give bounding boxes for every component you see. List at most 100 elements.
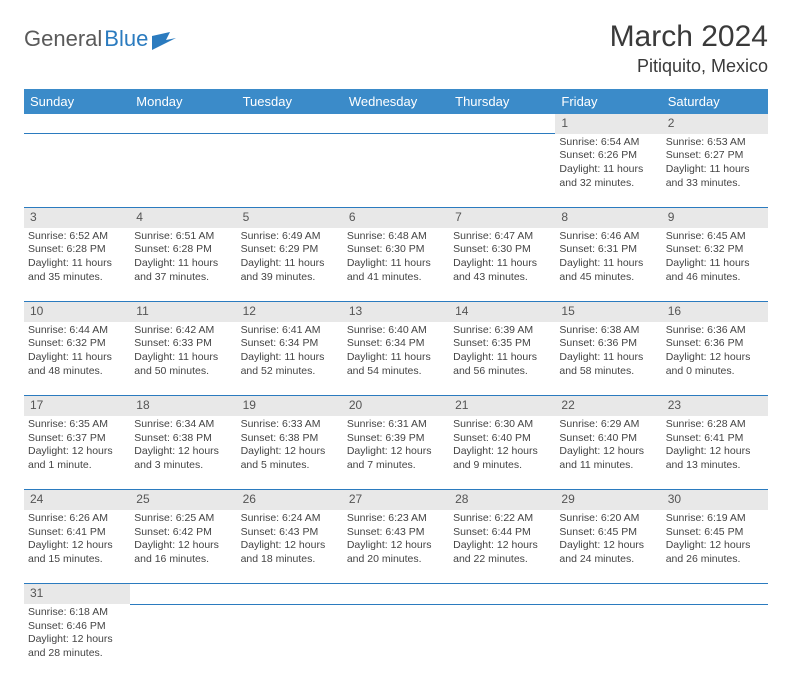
- weekday-header-row: SundayMondayTuesdayWednesdayThursdayFrid…: [24, 89, 768, 114]
- detail-line: Daylight: 11 hours: [28, 351, 126, 365]
- detail-line: Sunset: 6:40 PM: [559, 432, 657, 446]
- detail-line: and 52 minutes.: [241, 365, 339, 379]
- month-title: March 2024: [610, 20, 768, 54]
- day-detail-cell: [237, 604, 343, 678]
- detail-line: Sunrise: 6:40 AM: [347, 324, 445, 338]
- day-detail-cell: [555, 604, 661, 678]
- detail-line: and 22 minutes.: [453, 553, 551, 567]
- day-number-cell: 28: [449, 490, 555, 510]
- weekday-header: Tuesday: [237, 89, 343, 114]
- detail-line: Sunset: 6:43 PM: [347, 526, 445, 540]
- detail-line: Daylight: 12 hours: [28, 633, 126, 647]
- detail-line: Daylight: 12 hours: [666, 351, 764, 365]
- detail-line: Sunrise: 6:47 AM: [453, 230, 551, 244]
- detail-line: and 33 minutes.: [666, 177, 764, 191]
- day-detail-cell: Sunrise: 6:20 AMSunset: 6:45 PMDaylight:…: [555, 510, 661, 584]
- detail-line: Sunrise: 6:36 AM: [666, 324, 764, 338]
- detail-line: Daylight: 12 hours: [28, 445, 126, 459]
- detail-line: Sunrise: 6:29 AM: [559, 418, 657, 432]
- day-number-cell: 14: [449, 302, 555, 322]
- day-number-cell: 3: [24, 208, 130, 228]
- detail-line: Sunset: 6:43 PM: [241, 526, 339, 540]
- day-detail-cell: Sunrise: 6:41 AMSunset: 6:34 PMDaylight:…: [237, 322, 343, 396]
- detail-line: Sunrise: 6:46 AM: [559, 230, 657, 244]
- day-number-cell: 18: [130, 396, 236, 416]
- detail-line: and 58 minutes.: [559, 365, 657, 379]
- day-number-cell: 29: [555, 490, 661, 510]
- day-detail-cell: [449, 134, 555, 208]
- detail-line: Daylight: 12 hours: [28, 539, 126, 553]
- detail-line: Sunrise: 6:25 AM: [134, 512, 232, 526]
- detail-line: and 3 minutes.: [134, 459, 232, 473]
- detail-line: Daylight: 12 hours: [666, 445, 764, 459]
- day-detail-cell: [343, 604, 449, 678]
- day-detail-cell: Sunrise: 6:28 AMSunset: 6:41 PMDaylight:…: [662, 416, 768, 490]
- day-number-cell: 26: [237, 490, 343, 510]
- day-number-cell: [555, 584, 661, 604]
- day-detail-cell: Sunrise: 6:25 AMSunset: 6:42 PMDaylight:…: [130, 510, 236, 584]
- day-number-cell: 19: [237, 396, 343, 416]
- detail-line: Daylight: 11 hours: [347, 257, 445, 271]
- day-detail-cell: Sunrise: 6:36 AMSunset: 6:36 PMDaylight:…: [662, 322, 768, 396]
- day-detail-cell: Sunrise: 6:38 AMSunset: 6:36 PMDaylight:…: [555, 322, 661, 396]
- day-number-cell: 23: [662, 396, 768, 416]
- detail-line: Sunrise: 6:45 AM: [666, 230, 764, 244]
- detail-line: and 15 minutes.: [28, 553, 126, 567]
- logo-flag-icon: [152, 30, 176, 48]
- detail-line: and 39 minutes.: [241, 271, 339, 285]
- day-number-cell: 27: [343, 490, 449, 510]
- day-detail-cell: Sunrise: 6:48 AMSunset: 6:30 PMDaylight:…: [343, 228, 449, 302]
- detail-line: Sunset: 6:34 PM: [347, 337, 445, 351]
- detail-line: Sunrise: 6:48 AM: [347, 230, 445, 244]
- day-detail-cell: Sunrise: 6:18 AMSunset: 6:46 PMDaylight:…: [24, 604, 130, 678]
- header: GeneralBlue March 2024 Pitiquito, Mexico: [24, 20, 768, 77]
- detail-line: Daylight: 11 hours: [559, 257, 657, 271]
- detail-line: Sunrise: 6:18 AM: [28, 606, 126, 620]
- day-number-cell: 2: [662, 114, 768, 134]
- day-number-cell: 7: [449, 208, 555, 228]
- detail-line: Sunset: 6:35 PM: [453, 337, 551, 351]
- detail-line: and 1 minute.: [28, 459, 126, 473]
- day-number-cell: [130, 584, 236, 604]
- detail-line: Sunset: 6:26 PM: [559, 149, 657, 163]
- detail-line: Sunset: 6:28 PM: [28, 243, 126, 257]
- day-detail-cell: [449, 604, 555, 678]
- detail-line: and 37 minutes.: [134, 271, 232, 285]
- detail-line: Sunset: 6:33 PM: [134, 337, 232, 351]
- day-detail-cell: Sunrise: 6:46 AMSunset: 6:31 PMDaylight:…: [555, 228, 661, 302]
- day-detail-cell: [237, 134, 343, 208]
- detail-line: and 56 minutes.: [453, 365, 551, 379]
- detail-line: Sunrise: 6:34 AM: [134, 418, 232, 432]
- weekday-header: Sunday: [24, 89, 130, 114]
- detail-line: Sunrise: 6:49 AM: [241, 230, 339, 244]
- day-number-cell: 15: [555, 302, 661, 322]
- detail-line: Sunset: 6:30 PM: [453, 243, 551, 257]
- day-number-cell: 24: [24, 490, 130, 510]
- day-number-cell: [662, 584, 768, 604]
- detail-line: Daylight: 11 hours: [28, 257, 126, 271]
- detail-line: and 16 minutes.: [134, 553, 232, 567]
- daynum-row: 17181920212223: [24, 396, 768, 416]
- detail-line: Sunrise: 6:51 AM: [134, 230, 232, 244]
- detail-line: and 32 minutes.: [559, 177, 657, 191]
- detail-line: Sunset: 6:34 PM: [241, 337, 339, 351]
- detail-line: Sunrise: 6:24 AM: [241, 512, 339, 526]
- day-detail-cell: Sunrise: 6:53 AMSunset: 6:27 PMDaylight:…: [662, 134, 768, 208]
- day-detail-cell: Sunrise: 6:29 AMSunset: 6:40 PMDaylight:…: [555, 416, 661, 490]
- weekday-header: Saturday: [662, 89, 768, 114]
- detail-line: Sunrise: 6:28 AM: [666, 418, 764, 432]
- detail-line: Sunrise: 6:35 AM: [28, 418, 126, 432]
- day-detail-row: Sunrise: 6:35 AMSunset: 6:37 PMDaylight:…: [24, 416, 768, 490]
- detail-line: Sunrise: 6:42 AM: [134, 324, 232, 338]
- detail-line: Sunset: 6:41 PM: [28, 526, 126, 540]
- detail-line: and 35 minutes.: [28, 271, 126, 285]
- day-detail-cell: [24, 134, 130, 208]
- detail-line: Sunset: 6:45 PM: [666, 526, 764, 540]
- day-number-cell: [449, 584, 555, 604]
- detail-line: Sunset: 6:41 PM: [666, 432, 764, 446]
- day-detail-cell: Sunrise: 6:19 AMSunset: 6:45 PMDaylight:…: [662, 510, 768, 584]
- detail-line: Daylight: 12 hours: [347, 539, 445, 553]
- detail-line: Sunset: 6:36 PM: [666, 337, 764, 351]
- day-number-cell: [24, 114, 130, 134]
- detail-line: Sunrise: 6:54 AM: [559, 136, 657, 150]
